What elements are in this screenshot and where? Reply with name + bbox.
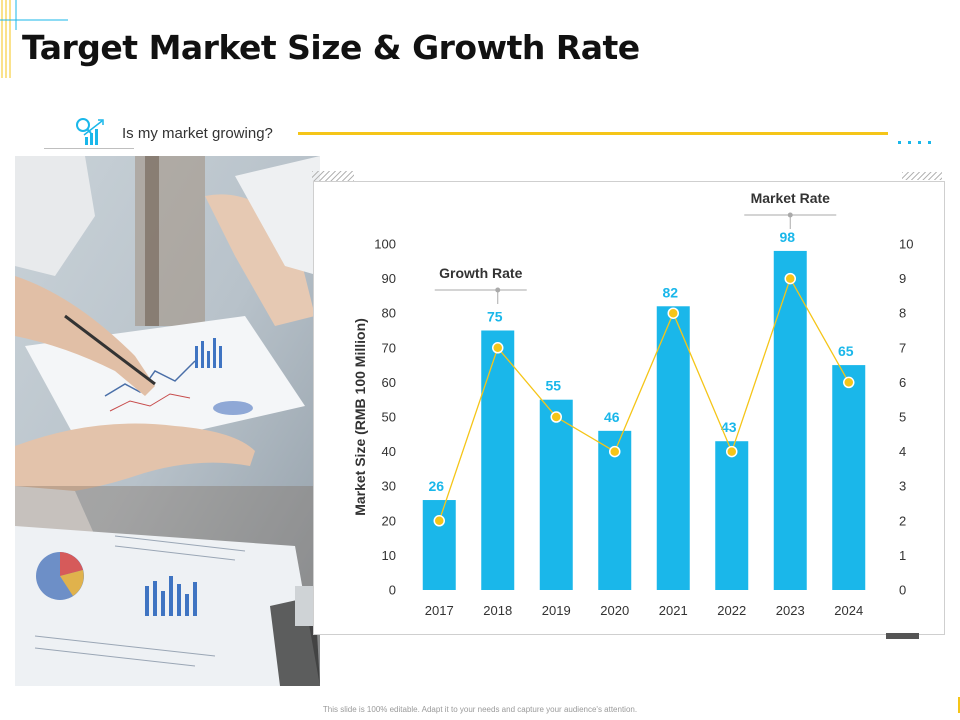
y2-tick-label: 9 xyxy=(899,271,906,286)
panel-tab-decoration xyxy=(886,633,919,639)
yellow-divider xyxy=(298,132,888,135)
page-title: Target Market Size & Growth Rate xyxy=(22,28,640,67)
y-tick-label: 90 xyxy=(382,271,396,286)
y-tick-label: 80 xyxy=(382,306,396,321)
annotation-label: Market Rate xyxy=(751,190,831,206)
bar xyxy=(481,330,515,590)
bar-value-label: 46 xyxy=(604,409,620,425)
x-tick-label: 2018 xyxy=(483,603,512,618)
y2-tick-label: 8 xyxy=(899,306,906,321)
y2-tick-label: 0 xyxy=(899,583,906,598)
y-tick-label: 50 xyxy=(382,410,396,425)
line-point xyxy=(492,342,504,354)
question-text: Is my market growing? xyxy=(122,125,273,142)
bar-value-label: 65 xyxy=(838,343,854,359)
line-point xyxy=(784,272,796,285)
y-tick-label: 70 xyxy=(382,340,396,355)
market-chart: 0 10 20 30 40 50 60 70 80 90 100 0 1 2 3 4 5 6 7 8 9 10 Market… xyxy=(352,190,913,618)
y-tick-label: 40 xyxy=(382,444,396,459)
dotted-accent xyxy=(898,131,938,149)
business-documents-photo xyxy=(15,156,320,686)
x-tick-label: 2021 xyxy=(659,603,688,618)
bar xyxy=(656,306,690,590)
bar-value-label: 75 xyxy=(487,309,503,325)
y-tick-label: 0 xyxy=(389,583,396,598)
x-tick-label: 2024 xyxy=(834,603,863,618)
bar xyxy=(598,430,632,590)
corner-decoration xyxy=(0,0,68,78)
annotation-dot xyxy=(495,287,501,293)
bar xyxy=(832,365,866,590)
footer-note: This slide is 100% editable. Adapt it to… xyxy=(322,705,638,714)
bar-value-label: 82 xyxy=(662,284,678,300)
right-edge-mark xyxy=(958,697,960,713)
bar-value-label: 55 xyxy=(545,378,561,394)
y2-tick-label: 10 xyxy=(899,237,913,252)
y2-tick-label: 5 xyxy=(899,410,906,425)
bar-value-label: 43 xyxy=(721,419,737,435)
y2-tick-label: 2 xyxy=(899,513,906,528)
annotation-dot xyxy=(787,212,793,218)
y-tick-label: 20 xyxy=(382,513,396,528)
y2-tick-label: 1 xyxy=(899,548,906,563)
line-point xyxy=(843,376,855,389)
line-point xyxy=(433,515,445,527)
bar-value-label: 98 xyxy=(779,229,795,245)
x-tick-label: 2023 xyxy=(776,603,805,618)
growth-chart-search-icon xyxy=(76,118,104,145)
y-tick-label: 60 xyxy=(382,375,396,390)
line-point xyxy=(726,445,738,458)
y-tick-label: 10 xyxy=(382,548,396,563)
x-tick-label: 2019 xyxy=(542,603,571,618)
x-tick-label: 2022 xyxy=(717,603,746,618)
x-tick-label: 2020 xyxy=(600,603,629,618)
y-axis-label: Market Size (RMB 100 Million) xyxy=(352,318,368,516)
y2-tick-label: 7 xyxy=(899,340,906,355)
bar-value-label: 26 xyxy=(428,478,444,494)
y2-tick-label: 4 xyxy=(899,444,906,459)
y2-tick-label: 6 xyxy=(899,375,906,390)
growth-line xyxy=(438,277,850,522)
line-point xyxy=(550,411,562,423)
y2-tick-label: 3 xyxy=(899,479,906,494)
bar xyxy=(773,250,807,591)
line-point xyxy=(667,307,679,319)
bar xyxy=(715,441,749,590)
hatch-decoration xyxy=(902,172,942,180)
x-tick-label: 2017 xyxy=(425,603,454,618)
question-underline xyxy=(44,148,134,149)
bar xyxy=(422,500,456,590)
annotation-label: Growth Rate xyxy=(439,265,522,281)
bar xyxy=(539,399,573,590)
hatch-decoration xyxy=(312,171,354,181)
y-tick-label: 100 xyxy=(374,237,396,252)
line-point xyxy=(609,445,621,458)
y-tick-label: 30 xyxy=(382,479,396,494)
